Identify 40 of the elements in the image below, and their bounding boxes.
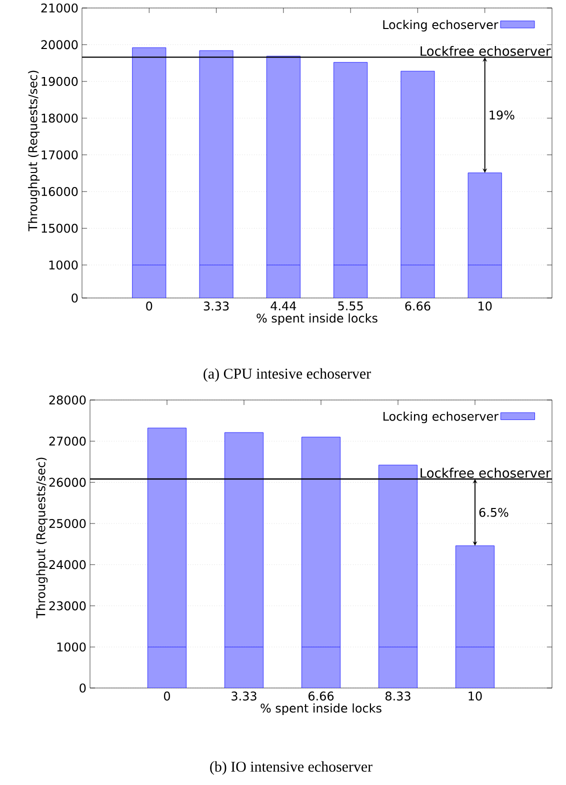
x-tick-label: 6.66: [308, 692, 334, 701]
x-tick-label: 4.44: [270, 302, 296, 310]
y-tick-label: 23000: [49, 601, 86, 610]
ref-line-label: Lockfree echoserver: [420, 46, 551, 56]
y-tick-label: 0: [72, 293, 78, 303]
y-tick-label: 24000: [49, 560, 86, 570]
x-tick-label: 0: [146, 302, 152, 311]
y-tick-label: 20000: [41, 40, 78, 50]
x-axis-title: % spent inside locks: [260, 703, 382, 715]
x-axis-title: % spent inside locks: [256, 313, 378, 325]
y-tick-label: 25000: [49, 518, 86, 528]
y-tick-label: 26000: [49, 478, 86, 487]
annotation: 6.5%: [479, 508, 508, 517]
y-tick-label: 21000: [41, 3, 78, 13]
y-tick-label: 1000: [49, 260, 78, 270]
x-tick-label: 10: [478, 302, 492, 311]
legend-label: Locking echoserver: [384, 412, 499, 424]
text: (a) CPU intesive echoserver: [204, 368, 371, 382]
y-tick-label: 15000: [42, 224, 78, 233]
y-tick-label: 1000: [57, 642, 86, 652]
y-axis-title: Throughput (Requests/sec): [36, 458, 48, 618]
y-tick-label: 27000: [49, 436, 86, 446]
text: (b) IO intensive echoserver: [210, 761, 372, 775]
ref-line-label: Lockfree echoserver: [420, 468, 551, 478]
y-tick-label: 16000: [42, 187, 78, 196]
x-tick-label: 6.66: [405, 302, 430, 311]
y-tick-label: 0: [80, 683, 86, 693]
x-tick-label: 3.33: [232, 692, 256, 701]
x-tick-label: 8.33: [386, 692, 410, 701]
y-axis-title: Throughput (Requests/sec): [28, 70, 40, 232]
y-tick-label: 17000: [42, 150, 78, 160]
y-tick-label: 28000: [49, 395, 86, 405]
x-tick-label: 3.33: [204, 302, 229, 311]
y-tick-label: 19000: [42, 76, 78, 86]
annotation: 19%: [490, 110, 514, 120]
y-tick-label: 18000: [42, 114, 78, 123]
x-tick-label: 0: [164, 692, 170, 701]
x-tick-label: 10: [468, 692, 482, 701]
x-tick-label: 5.55: [338, 302, 363, 310]
legend-label: Locking echoserver: [383, 20, 498, 32]
